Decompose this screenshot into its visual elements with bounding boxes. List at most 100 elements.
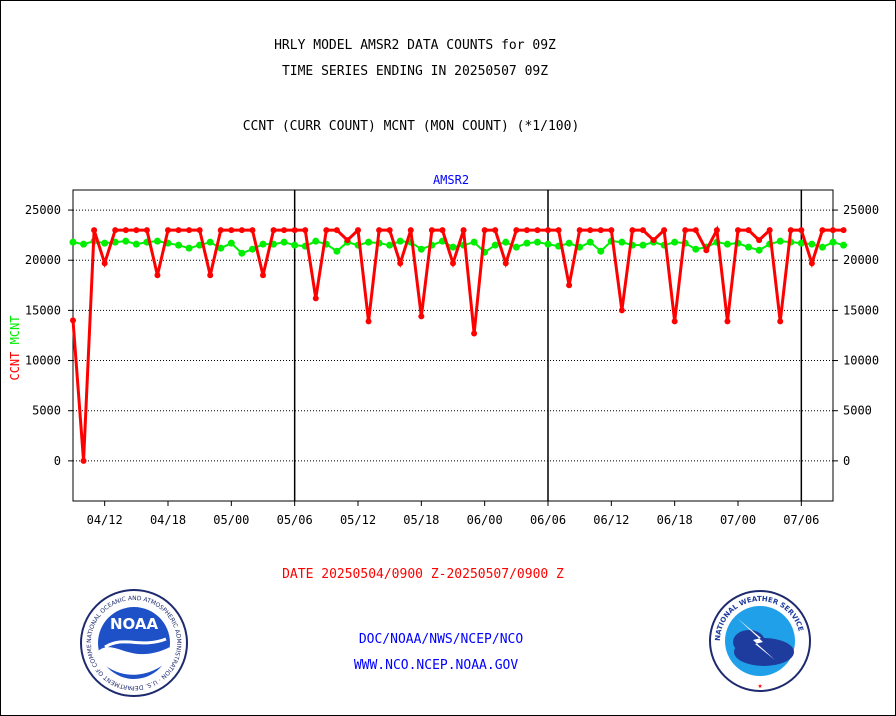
data-point-ccnt <box>101 260 108 267</box>
data-point-ccnt <box>629 227 636 234</box>
data-point-mcnt <box>238 249 246 257</box>
data-point-mcnt <box>840 241 848 249</box>
data-point-ccnt <box>555 227 562 234</box>
data-point-ccnt <box>534 227 541 234</box>
data-point-mcnt <box>80 240 88 248</box>
y-tick-label: 20000 <box>25 253 61 267</box>
data-point-ccnt <box>724 318 731 325</box>
x-tick-label: 06/06 <box>530 513 566 527</box>
data-point-ccnt <box>713 227 720 234</box>
data-point-mcnt <box>312 237 320 245</box>
data-point-ccnt <box>207 272 214 279</box>
data-point-mcnt <box>449 243 457 251</box>
data-point-mcnt <box>755 246 763 254</box>
x-tick-label: 07/06 <box>783 513 819 527</box>
series <box>69 225 848 464</box>
y-tick-label: 25000 <box>25 203 61 217</box>
data-point-mcnt <box>491 241 499 249</box>
data-point-mcnt <box>248 245 256 253</box>
data-point-ccnt <box>154 272 161 279</box>
data-point-mcnt <box>745 243 753 251</box>
data-point-ccnt <box>640 227 646 234</box>
x-tick-label: 05/12 <box>340 513 376 527</box>
data-point-mcnt <box>259 240 267 248</box>
data-point-mcnt <box>227 239 235 247</box>
data-point-ccnt <box>122 227 129 234</box>
data-point-ccnt <box>618 307 625 314</box>
x-tick-label: 07/00 <box>720 513 756 527</box>
data-point-mcnt <box>175 241 183 249</box>
data-point-mcnt <box>523 239 531 247</box>
data-point-ccnt <box>175 227 182 234</box>
data-point-ccnt <box>165 227 171 234</box>
data-point-ccnt <box>798 227 805 234</box>
y-tick-label: 15000 <box>25 303 61 317</box>
data-point-ccnt <box>186 227 193 234</box>
data-point-mcnt <box>280 238 288 246</box>
data-point-ccnt <box>238 227 245 234</box>
data-point-ccnt <box>365 318 372 325</box>
plot-frame <box>72 189 834 502</box>
data-point-ccnt <box>344 237 351 244</box>
y-label-part-ccnt: CCNT <box>8 352 22 381</box>
y-tick-label-right: 5000 <box>843 404 872 418</box>
data-point-ccnt <box>597 227 604 234</box>
data-point-ccnt <box>80 457 87 464</box>
data-point-ccnt <box>471 330 478 337</box>
legend-description: CCNT (CURR COUNT) MCNT (MON COUNT) (*1/1… <box>242 119 580 134</box>
data-point-ccnt <box>428 227 435 234</box>
x-tick-label: 05/00 <box>213 513 249 527</box>
data-point-mcnt <box>206 238 214 246</box>
data-point-mcnt <box>808 240 816 248</box>
data-point-ccnt <box>407 227 414 234</box>
data-point-mcnt <box>185 244 193 252</box>
data-point-ccnt <box>312 295 319 302</box>
data-point-mcnt <box>470 238 478 246</box>
data-point-ccnt <box>481 227 488 234</box>
data-point-mcnt <box>618 238 626 246</box>
data-point-ccnt <box>766 227 773 234</box>
series-ccnt <box>70 225 847 464</box>
noaa-logo: NOAA NATIONAL OCEANIC AND ATMOSPHERIC AD… <box>80 589 188 697</box>
page-subtitle: TIME SERIES ENDING IN 20250507 09Z <box>281 64 549 79</box>
data-point-ccnt <box>386 227 393 234</box>
data-point-ccnt <box>217 227 224 234</box>
data-point-ccnt <box>70 317 76 324</box>
data-point-ccnt <box>756 237 763 244</box>
data-point-mcnt <box>512 243 520 251</box>
data-point-mcnt <box>132 240 140 248</box>
data-point-ccnt <box>418 313 425 320</box>
data-point-mcnt <box>333 247 341 255</box>
data-point-mcnt <box>829 238 837 246</box>
data-point-ccnt <box>819 227 826 234</box>
data-point-ccnt <box>692 227 699 234</box>
data-point-mcnt <box>396 237 404 245</box>
page-title: HRLY MODEL AMSR2 DATA COUNTS for 09Z <box>274 38 556 53</box>
data-point-mcnt <box>818 243 826 251</box>
chart-svg: 0 0 5000 5000 10000 10000 15000 15000 20000 20000… <box>8 173 879 582</box>
data-point-ccnt <box>830 227 836 234</box>
data-point-ccnt <box>333 227 340 234</box>
data-point-ccnt <box>133 227 140 234</box>
y-tick-label: 5000 <box>32 404 61 418</box>
data-point-ccnt <box>671 318 678 325</box>
x-tick-label: 06/12 <box>593 513 629 527</box>
star-icon: ★ <box>758 681 763 690</box>
y-tick-label-right: 10000 <box>843 354 879 368</box>
x-tick-label: 04/18 <box>150 513 186 527</box>
data-point-ccnt <box>228 227 235 234</box>
data-point-ccnt <box>650 237 657 244</box>
data-point-ccnt <box>777 318 784 325</box>
x-tick-label: 05/06 <box>277 513 313 527</box>
data-point-ccnt <box>745 227 752 234</box>
data-point-ccnt <box>460 227 467 234</box>
data-point-mcnt <box>386 241 394 249</box>
data-point-ccnt <box>703 247 710 254</box>
data-point-ccnt <box>502 260 509 267</box>
axes: 0 0 5000 5000 10000 10000 15000 15000 20000 20000… <box>25 203 879 527</box>
data-point-mcnt <box>565 239 573 247</box>
data-point-mcnt <box>291 241 299 249</box>
data-point-ccnt <box>840 227 847 234</box>
data-point-mcnt <box>671 238 679 246</box>
data-point-mcnt <box>365 238 373 246</box>
